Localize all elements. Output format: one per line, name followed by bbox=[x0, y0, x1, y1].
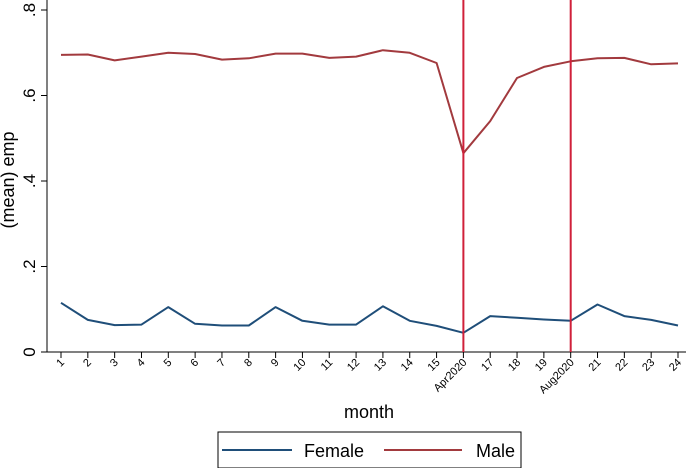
x-tick-label: 24 bbox=[667, 357, 684, 374]
x-tick-label: 11 bbox=[319, 357, 336, 374]
x-tick-label: 7 bbox=[215, 357, 228, 370]
x-tick-label: 1 bbox=[54, 357, 67, 370]
legend-label-female: Female bbox=[304, 441, 364, 461]
y-tick-label: .4 bbox=[20, 174, 39, 188]
x-tick-label: 23 bbox=[640, 357, 657, 374]
x-tick-label: 18 bbox=[506, 357, 523, 374]
x-tick-label: 10 bbox=[291, 357, 308, 374]
x-tick-label: 15 bbox=[426, 357, 443, 374]
x-tick-label: 12 bbox=[345, 357, 362, 374]
x-tick-label: 13 bbox=[372, 357, 389, 374]
x-tick-label: 21 bbox=[586, 357, 603, 374]
x-tick-label: 14 bbox=[399, 357, 416, 374]
x-tick-label: 9 bbox=[269, 357, 282, 370]
x-axis-title: month bbox=[344, 402, 394, 422]
y-tick-label: .6 bbox=[20, 88, 39, 102]
x-tick-label: 6 bbox=[188, 357, 201, 370]
x-tick-label: 8 bbox=[242, 357, 255, 370]
x-tick-label: 4 bbox=[135, 357, 148, 370]
x-tick-label: 5 bbox=[162, 357, 175, 370]
x-tick-label: 2 bbox=[81, 357, 94, 370]
x-tick-label: 22 bbox=[613, 357, 630, 374]
x-tick-label: 19 bbox=[533, 357, 550, 374]
x-tick-label: 3 bbox=[108, 357, 121, 370]
series-line-male bbox=[60, 49, 679, 155]
legend-label-male: Male bbox=[476, 441, 515, 461]
y-axis-title: (mean) emp bbox=[0, 131, 18, 228]
y-tick-label: .8 bbox=[20, 3, 39, 17]
y-tick-label: 0 bbox=[20, 347, 39, 356]
x-tick-label: 17 bbox=[479, 357, 496, 374]
series-line-female bbox=[60, 301, 679, 334]
y-tick-label: .2 bbox=[20, 259, 39, 273]
legend: Female Male bbox=[217, 431, 522, 468]
